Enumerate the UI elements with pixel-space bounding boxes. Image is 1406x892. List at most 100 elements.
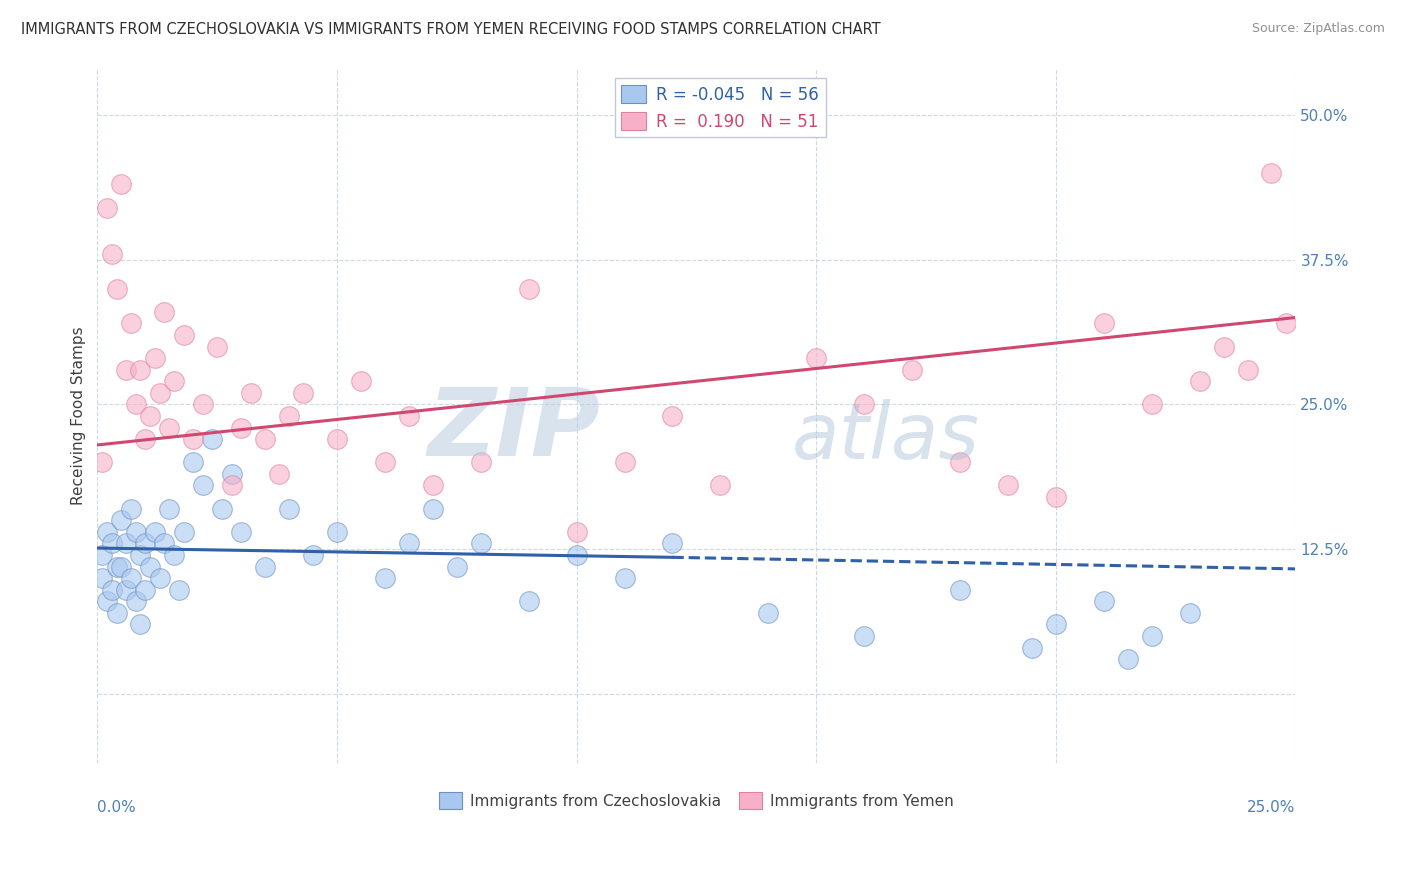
Point	[1092, 316, 1115, 330]
Point	[613, 455, 636, 469]
Point	[139, 559, 162, 574]
Point	[374, 455, 396, 469]
Point	[191, 478, 214, 492]
Point	[120, 316, 142, 330]
Point	[278, 409, 301, 423]
Point	[110, 178, 132, 192]
Point	[326, 524, 349, 539]
Point	[134, 582, 156, 597]
Point	[853, 397, 876, 411]
Point	[661, 409, 683, 423]
Point	[129, 548, 152, 562]
Point	[173, 327, 195, 342]
Point	[229, 420, 252, 434]
Text: Source: ZipAtlas.com: Source: ZipAtlas.com	[1251, 22, 1385, 36]
Point	[96, 594, 118, 608]
Point	[422, 478, 444, 492]
Point	[997, 478, 1019, 492]
Point	[1116, 652, 1139, 666]
Point	[143, 524, 166, 539]
Legend: Immigrants from Czechoslovakia, Immigrants from Yemen: Immigrants from Czechoslovakia, Immigran…	[433, 786, 960, 815]
Point	[157, 501, 180, 516]
Point	[269, 467, 291, 481]
Point	[565, 548, 588, 562]
Point	[91, 571, 114, 585]
Point	[229, 524, 252, 539]
Point	[129, 362, 152, 376]
Point	[96, 201, 118, 215]
Point	[254, 559, 277, 574]
Point	[191, 397, 214, 411]
Point	[1045, 490, 1067, 504]
Point	[143, 351, 166, 365]
Point	[153, 305, 176, 319]
Point	[1260, 166, 1282, 180]
Point	[211, 501, 233, 516]
Point	[91, 455, 114, 469]
Point	[221, 478, 243, 492]
Point	[853, 629, 876, 643]
Point	[181, 455, 204, 469]
Point	[134, 432, 156, 446]
Point	[949, 455, 972, 469]
Text: IMMIGRANTS FROM CZECHOSLOVAKIA VS IMMIGRANTS FROM YEMEN RECEIVING FOOD STAMPS CO: IMMIGRANTS FROM CZECHOSLOVAKIA VS IMMIGR…	[21, 22, 880, 37]
Point	[446, 559, 468, 574]
Point	[129, 617, 152, 632]
Point	[1140, 629, 1163, 643]
Point	[756, 606, 779, 620]
Point	[115, 362, 138, 376]
Point	[239, 385, 262, 400]
Point	[115, 536, 138, 550]
Point	[949, 582, 972, 597]
Point	[422, 501, 444, 516]
Y-axis label: Receiving Food Stamps: Receiving Food Stamps	[72, 326, 86, 505]
Point	[254, 432, 277, 446]
Point	[115, 582, 138, 597]
Point	[517, 594, 540, 608]
Point	[278, 501, 301, 516]
Point	[901, 362, 924, 376]
Point	[100, 536, 122, 550]
Point	[302, 548, 325, 562]
Point	[139, 409, 162, 423]
Point	[105, 559, 128, 574]
Point	[149, 571, 172, 585]
Point	[100, 582, 122, 597]
Point	[326, 432, 349, 446]
Point	[134, 536, 156, 550]
Point	[163, 374, 186, 388]
Text: ZIP: ZIP	[427, 384, 600, 476]
Point	[1092, 594, 1115, 608]
Point	[157, 420, 180, 434]
Point	[120, 571, 142, 585]
Point	[110, 559, 132, 574]
Point	[149, 385, 172, 400]
Point	[181, 432, 204, 446]
Point	[125, 397, 148, 411]
Point	[205, 339, 228, 353]
Point	[153, 536, 176, 550]
Point	[398, 536, 420, 550]
Point	[374, 571, 396, 585]
Point	[173, 524, 195, 539]
Point	[120, 501, 142, 516]
Point	[1021, 640, 1043, 655]
Point	[125, 594, 148, 608]
Point	[1188, 374, 1211, 388]
Point	[1178, 606, 1201, 620]
Point	[1140, 397, 1163, 411]
Text: atlas: atlas	[792, 399, 980, 475]
Point	[201, 432, 224, 446]
Point	[1045, 617, 1067, 632]
Point	[167, 582, 190, 597]
Point	[1275, 316, 1298, 330]
Text: 0.0%: 0.0%	[97, 800, 136, 815]
Point	[1236, 362, 1258, 376]
Point	[398, 409, 420, 423]
Point	[105, 282, 128, 296]
Point	[517, 282, 540, 296]
Point	[661, 536, 683, 550]
Point	[105, 606, 128, 620]
Point	[221, 467, 243, 481]
Point	[110, 513, 132, 527]
